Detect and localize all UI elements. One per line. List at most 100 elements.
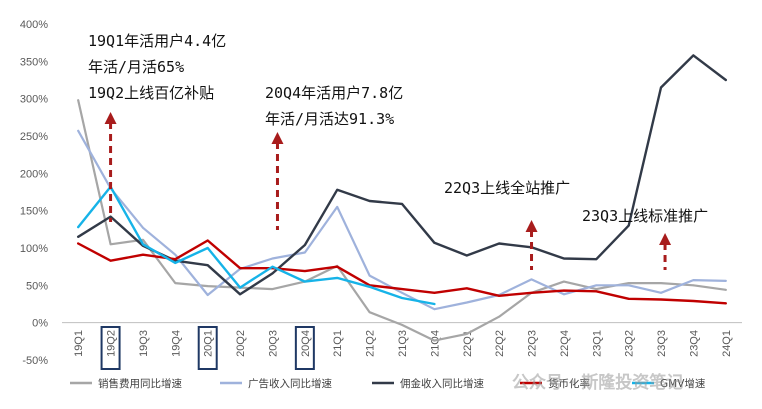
data-point bbox=[336, 188, 339, 191]
data-point bbox=[174, 253, 177, 256]
data-point bbox=[303, 244, 306, 246]
data-point bbox=[692, 279, 695, 282]
legend-label: 广告收入同比增速 bbox=[248, 377, 332, 390]
data-point bbox=[498, 242, 501, 245]
x-tick-label: 19Q4 bbox=[170, 330, 182, 357]
data-point bbox=[627, 297, 630, 300]
data-point bbox=[303, 270, 306, 273]
data-point bbox=[77, 235, 80, 238]
x-tick-label: 19Q3 bbox=[138, 330, 150, 357]
data-point bbox=[465, 287, 468, 290]
x-tick-label: 19Q1 bbox=[73, 330, 85, 357]
data-point bbox=[660, 282, 662, 284]
data-point bbox=[563, 293, 565, 296]
data-point bbox=[271, 272, 274, 275]
data-point bbox=[239, 267, 241, 270]
data-point bbox=[563, 280, 565, 283]
x-tick-label: 20Q2 bbox=[235, 330, 247, 357]
data-point bbox=[303, 280, 306, 283]
legend-label: 货币化率 bbox=[548, 377, 590, 390]
data-point bbox=[401, 288, 403, 290]
annotation-arrow-head bbox=[104, 112, 117, 124]
data-point bbox=[627, 284, 630, 287]
data-point bbox=[142, 253, 144, 256]
series-layer bbox=[77, 54, 727, 342]
data-point bbox=[498, 294, 501, 297]
data-point bbox=[465, 254, 468, 257]
series-line-4 bbox=[77, 185, 436, 306]
data-point bbox=[595, 284, 598, 287]
data-point bbox=[142, 243, 144, 246]
data-point bbox=[142, 226, 144, 229]
data-point bbox=[109, 215, 112, 218]
data-point bbox=[336, 265, 339, 268]
data-point bbox=[465, 332, 468, 335]
x-tick-label: 22Q1 bbox=[462, 330, 474, 357]
data-point bbox=[433, 303, 436, 305]
annotation-line: 20Q4年活用户7.8亿 bbox=[265, 84, 403, 102]
data-point bbox=[206, 294, 209, 296]
x-tick-label: 23Q3 bbox=[656, 330, 668, 357]
data-point bbox=[336, 206, 339, 208]
data-point bbox=[724, 288, 727, 291]
data-point bbox=[206, 239, 209, 242]
legend: 销售费用同比增速 广告收入同比增速 佣金收入同比增速 货币化率 GMV增速 bbox=[70, 377, 706, 390]
data-point bbox=[530, 291, 533, 294]
y-tick-label: 0% bbox=[32, 318, 48, 330]
data-point bbox=[239, 286, 241, 289]
data-point bbox=[368, 274, 371, 277]
data-point bbox=[271, 265, 274, 268]
y-tick-label: 100% bbox=[20, 243, 48, 255]
data-point bbox=[174, 258, 177, 261]
data-point bbox=[433, 339, 436, 342]
x-tick-label: 20Q1 bbox=[203, 330, 215, 357]
y-tick-label: -50% bbox=[22, 355, 48, 367]
x-tick-highlight-box bbox=[100, 326, 121, 370]
annotation-arrow-head bbox=[659, 233, 672, 245]
annotation-line: 19Q1年活用户4.4亿 bbox=[88, 32, 226, 50]
watermark: 公众号 · 斯隆投资笔记 bbox=[512, 372, 683, 393]
data-point bbox=[368, 285, 371, 288]
annotation-line: 年活/月活65% bbox=[88, 58, 184, 76]
data-point bbox=[271, 288, 274, 290]
data-point bbox=[660, 291, 662, 294]
x-tick-label: 19Q2 bbox=[106, 330, 118, 357]
annotation-arrow-head bbox=[525, 220, 538, 232]
y-tick-label: 300% bbox=[20, 94, 48, 106]
legend-label: GMV增速 bbox=[660, 377, 706, 390]
data-point bbox=[595, 258, 598, 261]
data-point bbox=[206, 264, 209, 267]
data-point bbox=[498, 315, 501, 318]
data-point bbox=[627, 224, 630, 227]
data-point bbox=[660, 86, 662, 89]
data-point bbox=[77, 129, 80, 132]
data-point bbox=[692, 54, 695, 57]
x-tick-label: 20Q3 bbox=[267, 330, 279, 357]
data-point bbox=[563, 289, 565, 292]
y-tick-label: 50% bbox=[26, 280, 48, 292]
x-tick-label: 21Q2 bbox=[365, 330, 377, 357]
x-tick-label: 21Q1 bbox=[332, 330, 344, 357]
x-tick-label: 21Q3 bbox=[397, 330, 409, 357]
data-point bbox=[206, 285, 209, 287]
x-tick-label: 23Q2 bbox=[624, 330, 636, 357]
annotation-line: 22Q3上线全站推广 bbox=[444, 179, 570, 197]
data-point bbox=[303, 251, 306, 254]
data-point bbox=[530, 278, 533, 281]
data-point bbox=[109, 243, 112, 246]
x-tick-highlight-box bbox=[294, 326, 315, 370]
y-axis: -50% 0% 50% 100% 150% 200% 250% 300% 350% 400% bbox=[20, 19, 48, 367]
data-point bbox=[401, 203, 403, 205]
y-tick-label: 350% bbox=[20, 56, 48, 68]
data-point bbox=[433, 308, 436, 311]
x-axis: 19Q1 19Q2 19Q3 19Q4 20Q1 20Q2 20Q3 20Q4 21Q1 21Q2… bbox=[62, 322, 742, 370]
y-tick-label: 150% bbox=[20, 206, 48, 218]
y-tick-label: 400% bbox=[20, 19, 48, 31]
data-point bbox=[433, 241, 436, 244]
data-point bbox=[77, 226, 80, 228]
data-point bbox=[142, 238, 144, 241]
data-point bbox=[77, 99, 80, 102]
annotation-line: 年活/月活达91.3% bbox=[265, 110, 394, 128]
x-tick-highlight-box bbox=[197, 326, 218, 370]
